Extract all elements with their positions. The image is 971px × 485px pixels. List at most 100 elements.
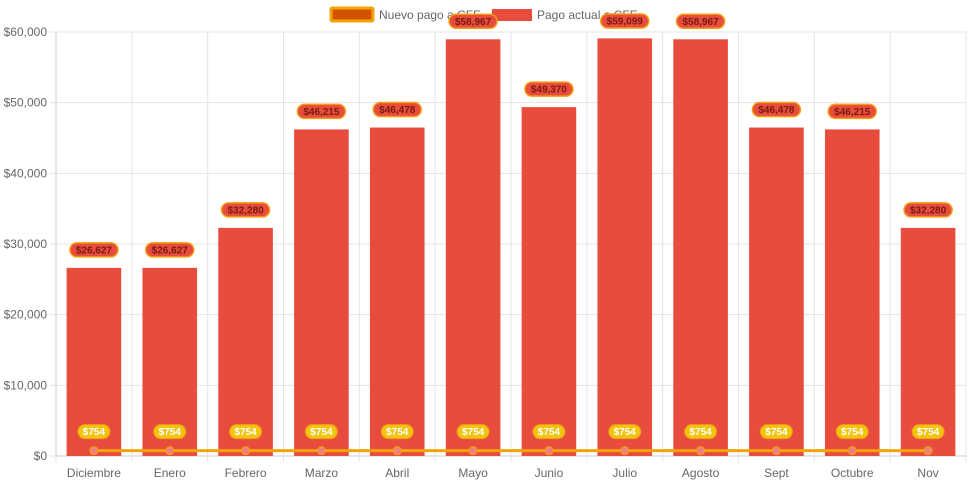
x-axis: Diciembre Enero Febrero Marzo Abril Mayo Junio… <box>67 466 939 480</box>
x-tick-label-junio: Junio <box>535 466 564 480</box>
line-label-badge <box>304 424 338 440</box>
x-tick-label-nov: Nov <box>917 466 938 480</box>
bar-label-badge <box>145 242 195 258</box>
legend-swatch-nuevo-pago <box>329 6 375 23</box>
bar-label-text: $32,280 <box>228 205 265 216</box>
line-point-mayo[interactable] <box>468 446 478 456</box>
line-label-text: $754 <box>538 427 561 438</box>
bar-label-diciembre: $26,627 <box>69 242 119 258</box>
bar-label-nov: $32,280 <box>903 202 953 218</box>
line-label-text: $754 <box>310 427 333 438</box>
line-label-nov: $754 <box>911 424 945 440</box>
line-label-text: $754 <box>614 427 637 438</box>
line-point-diciembre[interactable] <box>89 446 99 456</box>
x-tick-label-agosto: Agosto <box>682 466 720 480</box>
x-tick-label-diciembre: Diciembre <box>67 466 121 480</box>
bar-label-badge <box>600 13 650 29</box>
y-tick-label: $50,000 <box>4 96 48 110</box>
line-label-badge <box>835 424 869 440</box>
line-label-diciembre: $754 <box>77 424 111 440</box>
bar-label-badge <box>69 242 119 258</box>
bar-marzo[interactable] <box>294 129 349 456</box>
line-label-text: $754 <box>83 427 106 438</box>
line-label-agosto: $754 <box>684 424 718 440</box>
bar-label-text: $58,967 <box>683 17 720 28</box>
bar-label-badge <box>751 101 802 118</box>
bar-sept[interactable] <box>749 127 804 456</box>
line-label-badge <box>608 424 642 440</box>
x-tick-label-julio: Julio <box>612 466 637 480</box>
bar-label-text: $46,215 <box>303 107 340 118</box>
line-label-text: $754 <box>689 427 712 438</box>
bar-label-febrero: $32,280 <box>220 202 271 218</box>
line-point-enero[interactable] <box>165 446 175 456</box>
bar-label-badge <box>296 103 347 120</box>
line-label-badge <box>456 424 490 440</box>
y-tick-label: $30,000 <box>4 237 48 251</box>
line-point-agosto[interactable] <box>696 446 706 456</box>
bar-label-mayo: $58,967 <box>448 13 498 30</box>
line-label-febrero: $754 <box>229 424 263 440</box>
bar-label-text: $26,627 <box>152 245 189 256</box>
line-label-badge <box>532 424 566 440</box>
line-label-text: $754 <box>841 427 864 438</box>
bar-label-badge <box>675 13 726 30</box>
line-label-badge <box>380 424 414 440</box>
bar-octubre[interactable] <box>824 129 880 456</box>
bar-label-badge <box>903 202 953 218</box>
line-label-julio: $754 <box>608 424 642 440</box>
line-label-badge <box>77 424 111 440</box>
x-tick-label-febrero: Febrero <box>225 466 267 480</box>
bar-label-text: $32,280 <box>910 205 947 216</box>
bar-febrero[interactable] <box>218 227 273 456</box>
line-label-enero: $754 <box>153 424 187 440</box>
line-label-badge <box>229 424 263 440</box>
bar-label-junio: $49,370 <box>524 81 574 97</box>
bar-label-text: $46,478 <box>379 105 416 116</box>
line-label-text: $754 <box>159 427 182 438</box>
bar-label-abril: $46,478 <box>372 101 422 118</box>
bar-label-octubre: $46,215 <box>827 103 877 120</box>
bar-series <box>66 38 956 457</box>
bar-data-labels: $26,627 $26,627 $32,280 $46,215 $46,478 $58,9… <box>69 13 953 258</box>
line-label-octubre: $754 <box>835 424 869 440</box>
bar-label-sept: $46,478 <box>751 101 802 118</box>
x-tick-label-enero: Enero <box>154 466 186 480</box>
bar-junio[interactable] <box>521 107 577 457</box>
line-point-julio[interactable] <box>620 446 630 456</box>
bar-label-julio: $59,099 <box>600 13 650 29</box>
y-tick-label: $10,000 <box>4 378 48 392</box>
bar-label-agosto: $58,967 <box>675 13 726 30</box>
line-label-badge <box>153 424 187 440</box>
bar-label-text: $46,215 <box>834 107 871 118</box>
line-point-nov[interactable] <box>923 446 933 456</box>
line-series <box>89 446 933 456</box>
line-point-febrero[interactable] <box>241 446 251 456</box>
bar-julio[interactable] <box>597 38 653 456</box>
y-tick-label: $0 <box>34 449 48 463</box>
bar-label-badge <box>827 103 877 120</box>
line-label-text: $754 <box>765 427 788 438</box>
line-point-abril[interactable] <box>392 446 402 456</box>
bar-mayo[interactable] <box>445 39 501 456</box>
line-point-junio[interactable] <box>544 446 554 456</box>
bar-label-badge <box>220 202 271 218</box>
bar-agosto[interactable] <box>673 39 728 456</box>
bar-label-badge <box>524 81 574 97</box>
bar-label-text: $49,370 <box>531 85 568 96</box>
x-tick-label-abril: Abril <box>385 466 409 480</box>
line-point-octubre[interactable] <box>847 446 857 456</box>
line-label-text: $754 <box>234 427 257 438</box>
line-point-sept[interactable] <box>771 446 781 456</box>
line-point-marzo[interactable] <box>316 446 326 456</box>
bar-label-text: $46,478 <box>758 105 795 116</box>
line-label-badge <box>684 424 718 440</box>
x-tick-label-sept: Sept <box>764 466 789 480</box>
line-label-text: $754 <box>917 427 940 438</box>
bar-label-marzo: $46,215 <box>296 103 347 120</box>
bar-label-badge <box>372 101 422 118</box>
bar-nov[interactable] <box>900 227 956 456</box>
bar-abril[interactable] <box>369 127 425 456</box>
grid <box>50 31 967 462</box>
bar-label-badge <box>448 13 498 30</box>
